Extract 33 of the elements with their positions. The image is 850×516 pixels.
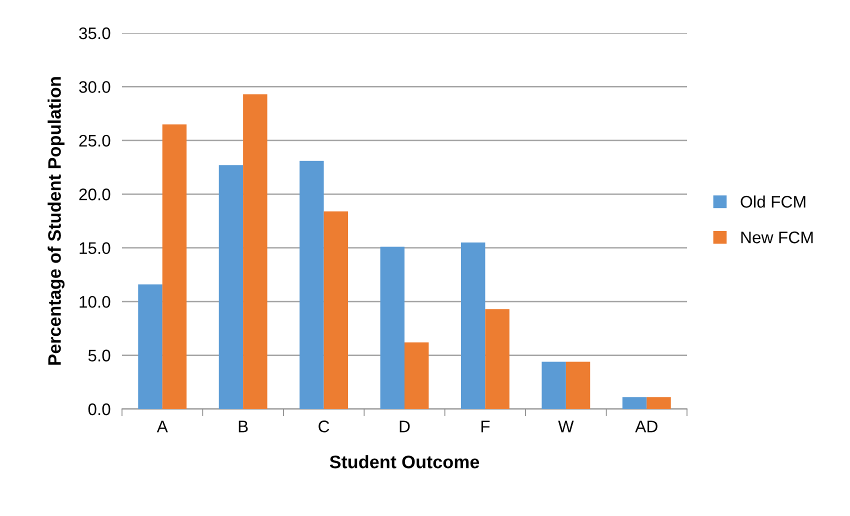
bar: [243, 94, 268, 409]
y-tick-label: 20.0: [79, 188, 110, 200]
x-tick-label: B: [238, 420, 248, 432]
x-axis-title: Student Outcome: [330, 455, 480, 468]
x-tick-label: AD: [635, 420, 658, 432]
bar: [566, 362, 590, 409]
y-axis-title: Percentage of Student Population: [48, 77, 65, 365]
x-tick-label: A: [156, 420, 168, 432]
bar: [485, 309, 510, 409]
x-tick-label: D: [400, 420, 410, 432]
bar: [404, 342, 429, 409]
legend-label: Old FCM: [740, 195, 806, 208]
bar: [300, 160, 324, 409]
bar: [138, 284, 162, 409]
y-tick-label: 35.0: [79, 27, 110, 40]
bar: [324, 211, 348, 409]
bar: [380, 246, 404, 409]
legend-label: New FCM: [741, 232, 813, 244]
y-tick-label: 5.0: [88, 350, 110, 362]
y-tick-label: 30.0: [79, 81, 110, 93]
bar: [646, 397, 671, 409]
bar: [162, 124, 187, 409]
bar: [218, 165, 244, 409]
x-tick-label: W: [558, 420, 574, 432]
bar: [461, 242, 486, 409]
bar: [542, 362, 566, 409]
x-tick-label: F: [481, 420, 490, 432]
y-tick-label: 15.0: [80, 242, 110, 254]
y-tick-label: 25.0: [79, 134, 110, 147]
x-tick-label: C: [318, 420, 330, 432]
y-tick-label: 0.0: [88, 403, 110, 416]
y-tick-label: 10.0: [80, 296, 110, 308]
bar: [622, 397, 647, 409]
